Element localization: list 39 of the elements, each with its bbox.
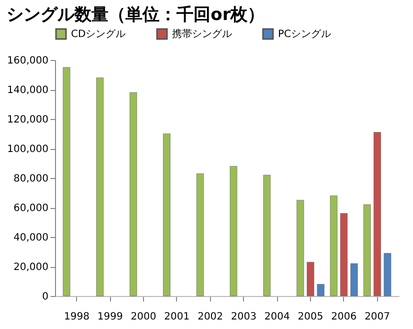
bar: [374, 132, 381, 296]
y-tick-label: 20,000: [14, 262, 48, 273]
bar: [296, 200, 304, 296]
bar: [384, 253, 392, 296]
y-tick-label: 80,000: [14, 174, 48, 184]
y-tick-label: 60,000: [14, 203, 48, 214]
bar: [363, 204, 371, 296]
bar: [340, 213, 348, 296]
x-tick-label: 2001: [164, 312, 190, 322]
x-tick-label: 2003: [230, 312, 256, 322]
bar: [163, 134, 170, 296]
bar: [130, 92, 137, 296]
bar: [306, 262, 314, 296]
x-tick-label: 1998: [64, 312, 90, 322]
x-tick-label: 2004: [264, 312, 290, 322]
chart-title: シングル数量（単位：千回or枚）: [6, 5, 265, 25]
bar: [263, 174, 271, 296]
x-tick-label: 2006: [331, 312, 357, 322]
x-tick-label: 2002: [198, 312, 224, 322]
x-tick-label: 2005: [298, 312, 324, 322]
y-tick-label: 40,000: [14, 232, 48, 244]
bar: [330, 196, 338, 296]
x-tick-label: 2007: [364, 312, 390, 322]
x-tick-label: 1999: [97, 312, 123, 322]
bar: [196, 173, 204, 296]
bar: [96, 78, 104, 296]
legend-label: PCシングル: [278, 29, 332, 40]
legend-label: 携帯シングル: [172, 28, 232, 40]
y-tick-label: 0: [42, 292, 48, 302]
bar: [317, 284, 324, 296]
y-tick-label: 100,000: [7, 144, 48, 155]
bar: [230, 166, 238, 296]
y-tick-label: 140,000: [7, 85, 48, 96]
bar: [62, 67, 70, 296]
bar: [350, 263, 358, 296]
x-tick-label: 2000: [130, 312, 156, 322]
y-tick-label: 160,000: [7, 56, 48, 66]
y-tick-label: 120,000: [7, 114, 48, 126]
legend-label: CDシングル: [71, 29, 126, 40]
